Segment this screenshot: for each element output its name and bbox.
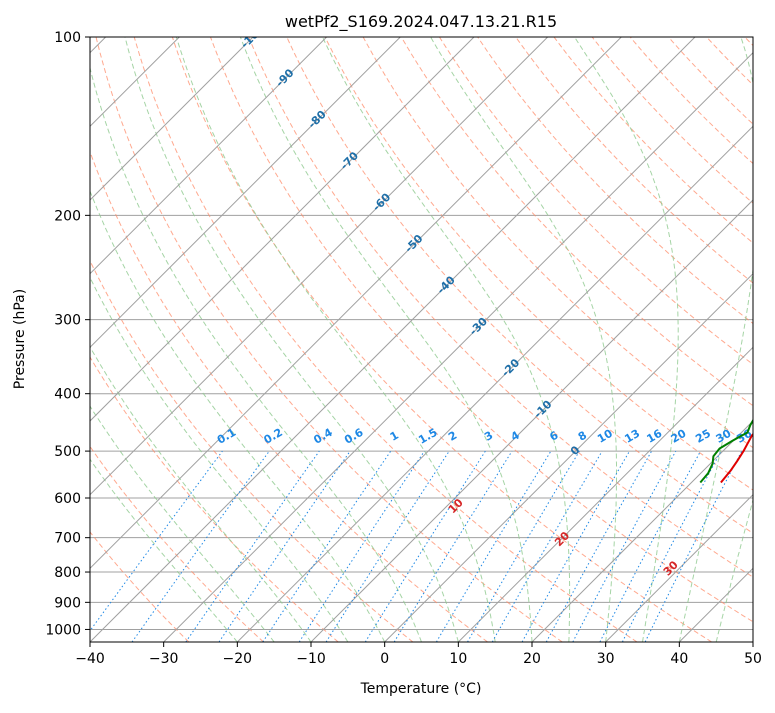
chart-title: wetPf2_S169.2024.047.13.21.R15	[285, 12, 557, 32]
x-tick-label: 50	[744, 651, 762, 667]
y-tick-label: 900	[54, 595, 81, 611]
x-tick-label: −30	[149, 651, 179, 667]
x-tick-label: −20	[223, 651, 253, 667]
x-tick-label: 10	[449, 651, 467, 667]
x-axis-label: Temperature (°C)	[360, 681, 482, 697]
x-tick-label: −10	[296, 651, 326, 667]
y-tick-label: 700	[54, 531, 81, 547]
y-tick-label: 500	[54, 444, 81, 460]
x-tick-label: 40	[670, 651, 688, 667]
x-tick-label: 20	[523, 651, 541, 667]
x-tick-label: 0	[380, 651, 389, 667]
y-tick-label: 200	[54, 208, 81, 224]
y-tick-label: 600	[54, 491, 81, 507]
y-tick-label: 400	[54, 387, 81, 403]
y-tick-label: 300	[54, 313, 81, 329]
y-tick-label: 800	[54, 565, 81, 581]
y-tick-label: 1000	[45, 622, 81, 638]
x-tick-label: −40	[75, 651, 105, 667]
x-tick-label: 30	[597, 651, 615, 667]
y-axis-label: Pressure (hPa)	[12, 289, 28, 389]
y-tick-label: 100	[54, 30, 81, 46]
